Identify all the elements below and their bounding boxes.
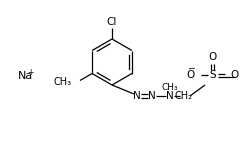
Text: N: N (147, 91, 155, 101)
Text: Cl: Cl (106, 17, 117, 27)
Text: O: O (230, 70, 238, 80)
Text: CH₃: CH₃ (161, 82, 178, 91)
Text: CH₂: CH₂ (174, 91, 192, 101)
Text: +: + (27, 67, 33, 77)
Text: N: N (166, 91, 173, 101)
Text: O: O (186, 70, 194, 80)
Text: N: N (133, 91, 140, 101)
Text: O: O (208, 52, 216, 62)
Text: S: S (209, 70, 215, 80)
Text: −: − (186, 63, 194, 73)
Text: Na: Na (18, 71, 33, 81)
Text: CH₃: CH₃ (54, 77, 72, 86)
